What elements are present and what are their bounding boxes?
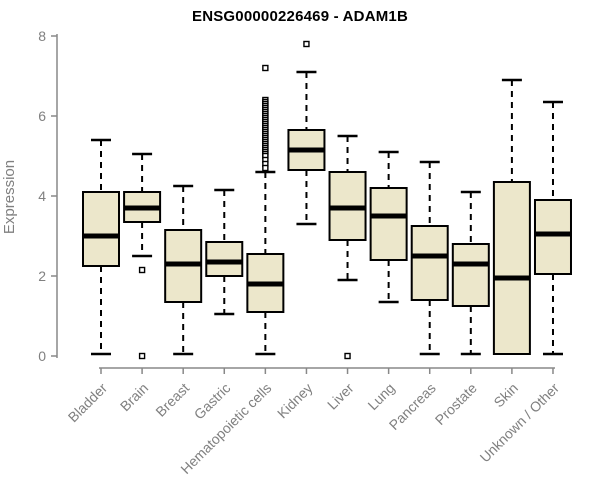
box-breast (164, 184, 203, 356)
iqr-box (205, 241, 244, 277)
box-hematopoietic-cells (246, 64, 285, 356)
outlier-point (344, 352, 351, 360)
box-prostate (451, 190, 490, 356)
box-unknown-other (533, 100, 572, 356)
x-tick-label-breast: Breast (152, 380, 192, 420)
x-tick-label-brain: Brain (117, 380, 151, 414)
x-tick-label-prostate: Prostate (432, 380, 480, 428)
y-tick-label: 6 (38, 108, 46, 124)
iqr-box (451, 243, 490, 307)
outlier-point (138, 352, 146, 360)
iqr-box (492, 181, 531, 355)
x-tick-label-lung: Lung (364, 380, 397, 413)
x-tick-label-skin: Skin (490, 380, 521, 411)
iqr-box (410, 225, 449, 301)
y-tick-label: 8 (38, 28, 46, 44)
box-brain (123, 152, 162, 360)
x-tick-label-kidney: Kidney (274, 380, 316, 422)
y-tick-label: 2 (38, 268, 46, 284)
y-tick-label: 0 (38, 348, 46, 364)
box-gastric (205, 188, 244, 316)
outlier-point (138, 266, 146, 274)
outlier-point (262, 164, 269, 172)
box-lung (369, 150, 408, 304)
y-tick-label: 4 (38, 188, 46, 204)
box-pancreas (410, 160, 449, 356)
box-bladder (82, 138, 120, 356)
iqr-box (533, 199, 572, 275)
y-axis-title: Expression (1, 160, 18, 234)
outlier-point (262, 64, 269, 72)
box-liver (328, 134, 367, 360)
outlier-point (303, 40, 310, 48)
x-tick-label-bladder: Bladder (65, 380, 111, 426)
box-skin (492, 78, 531, 355)
iqr-box (82, 191, 120, 267)
x-tick-label-liver: Liver (324, 380, 357, 413)
box-kidney (287, 40, 326, 226)
chart-title: ENSG00000226469 - ADAM1B (191, 8, 409, 25)
iqr-box (369, 187, 408, 261)
